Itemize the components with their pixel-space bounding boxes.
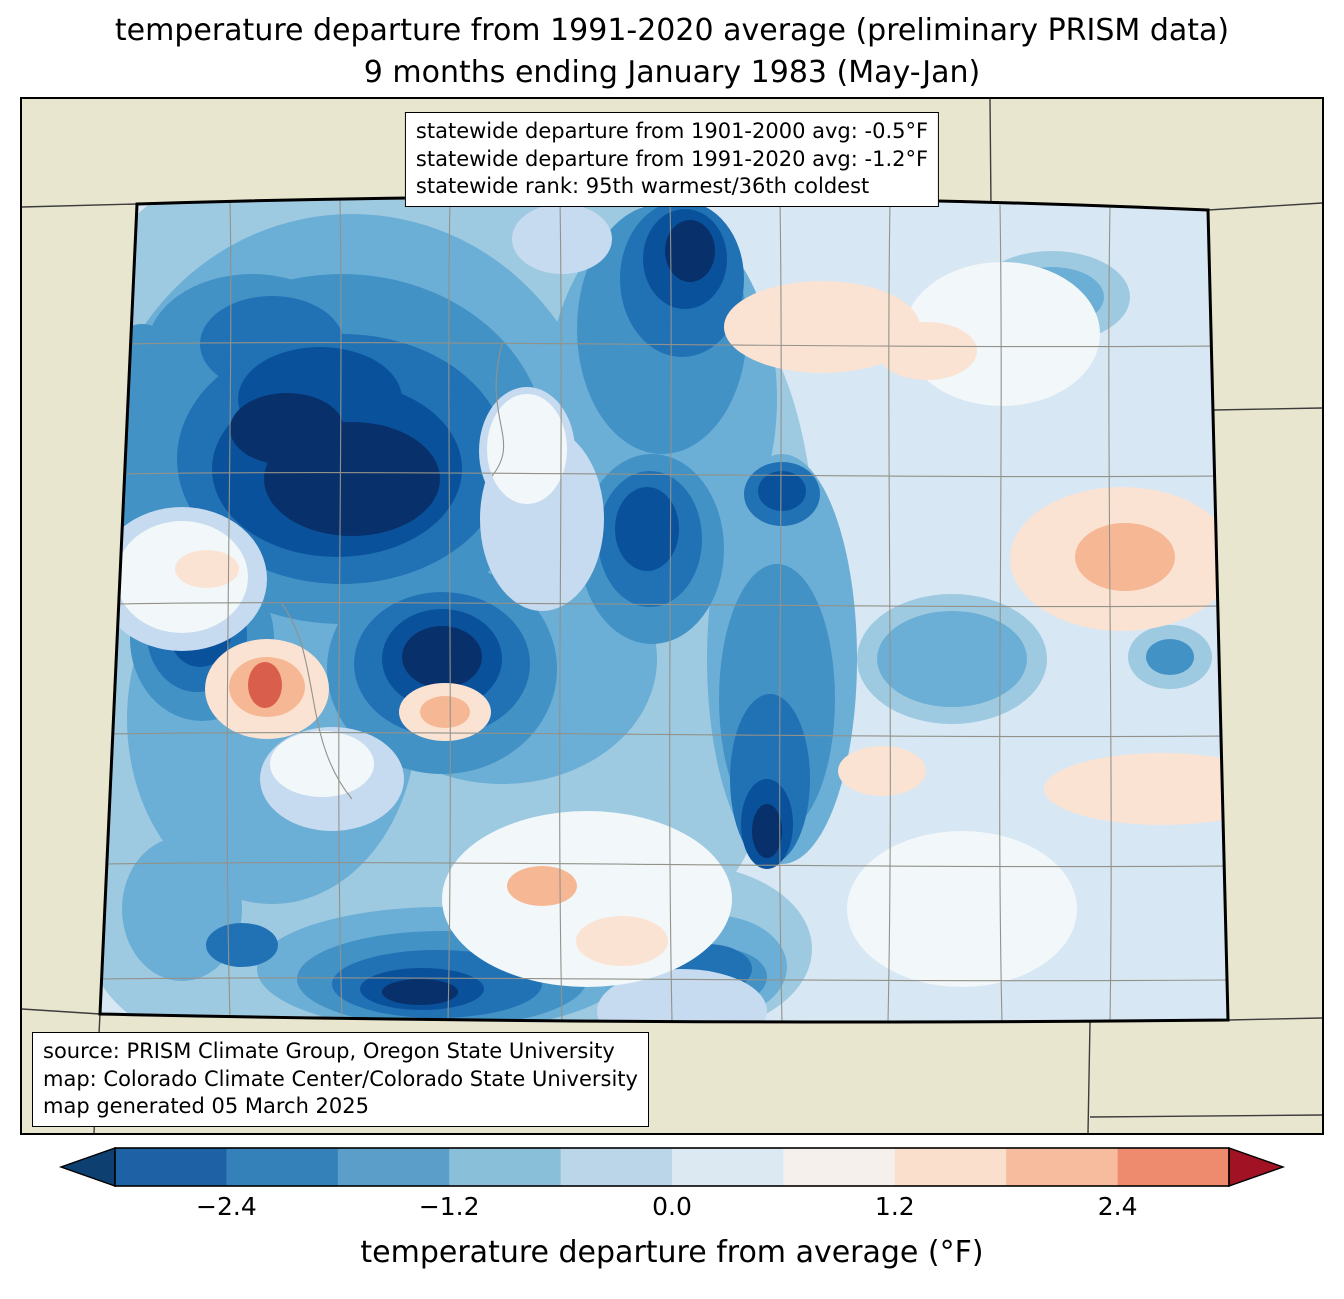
map-credit-line: map: Colorado Climate Center/Colorado St…: [43, 1066, 638, 1091]
title-line-2: 9 months ending January 1983 (May-Jan): [363, 55, 981, 90]
colorbar-axis-label: temperature departure from average (°F): [360, 1235, 984, 1270]
colorbar: [58, 1147, 1286, 1187]
title-line-1: temperature departure from 1991-2020 ave…: [114, 13, 1230, 48]
colorbar-tick: −1.2: [418, 1192, 480, 1221]
source-box: source: PRISM Climate Group, Oregon Stat…: [32, 1031, 649, 1127]
figure-title: temperature departure from 1991-2020 ave…: [0, 10, 1344, 94]
colorbar-tick: −2.4: [196, 1192, 257, 1221]
source-line: source: PRISM Climate Group, Oregon Stat…: [43, 1038, 615, 1063]
colorado-temperature-map: [22, 99, 1322, 1133]
stats-line-1901-2000: statewide departure from 1901-2000 avg: …: [415, 119, 929, 143]
stats-line-rank: statewide rank: 95th warmest/36th coldes…: [415, 174, 870, 199]
generated-date-line: map generated 05 March 2025: [43, 1094, 370, 1119]
contour-fills: [100, 196, 1228, 1022]
colorbar-tick-labels: −2.4 −1.2 0.0 1.2 2.4: [0, 1192, 1344, 1224]
colorbar-tick: 0.0: [652, 1192, 692, 1221]
county-lines: [101, 198, 1228, 1022]
stats-line-1991-2020: statewide departure from 1991-2020 avg: …: [415, 146, 929, 171]
map-area: statewide departure from 1901-2000 avg: …: [20, 97, 1324, 1135]
colorbar-tick: 2.4: [1097, 1192, 1138, 1221]
colorbar-tick: 1.2: [874, 1192, 915, 1221]
stats-box: statewide departure from 1901-2000 avg: …: [404, 112, 940, 208]
